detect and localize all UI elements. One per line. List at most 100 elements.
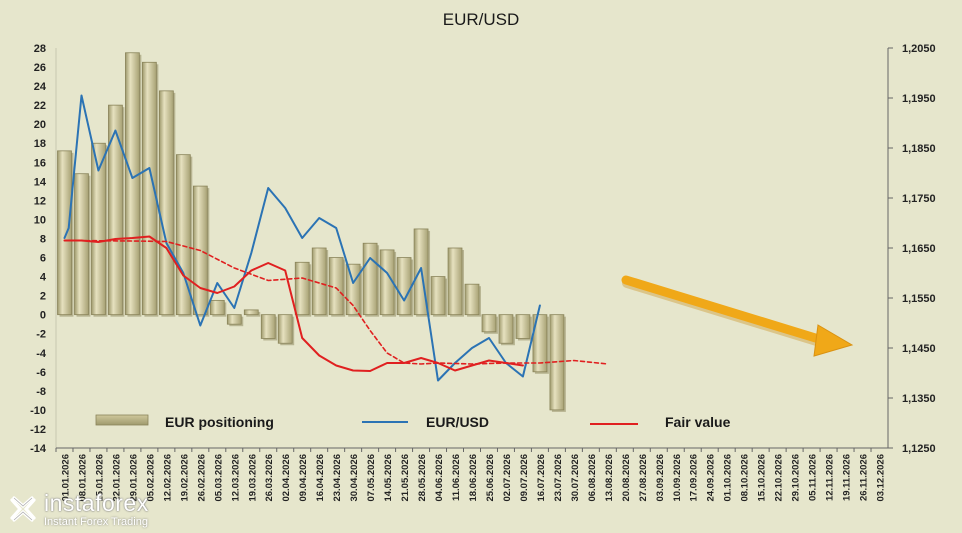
x-tick-label: 02.07.2026 xyxy=(502,454,513,502)
watermark-name: instaforex xyxy=(44,490,149,516)
left-tick-label: 22 xyxy=(34,100,46,112)
x-tick-label: 10.09.2026 xyxy=(672,454,683,502)
x-tick-label: 05.02.2026 xyxy=(145,454,156,502)
x-tick-label: 12.11.2026 xyxy=(825,454,836,501)
bar-eur-positioning xyxy=(430,276,446,316)
right-tick-label: 1,1450 xyxy=(902,343,936,355)
instaforex-logo-icon xyxy=(10,496,36,522)
x-tick-label: 20.08.2026 xyxy=(621,454,632,502)
bar-eur-positioning xyxy=(260,314,276,339)
left-tick-label: 14 xyxy=(34,176,47,188)
left-tick-label: 24 xyxy=(34,81,47,93)
x-tick-label: 04.06.2026 xyxy=(434,454,445,502)
left-tick-label: -4 xyxy=(36,348,47,360)
bar-eur-positioning xyxy=(226,314,242,325)
bar-eur-positioning xyxy=(464,283,480,316)
left-tick-label: -8 xyxy=(36,386,46,398)
x-tick-label: 05.11.2026 xyxy=(808,454,819,501)
bar-eur-positioning xyxy=(142,61,157,316)
bar-eur-positioning xyxy=(515,314,531,339)
arrow-shaft xyxy=(621,275,827,345)
legend-label-eur-positioning: EUR positioning xyxy=(165,414,274,430)
left-tick-label: 2 xyxy=(40,291,46,303)
bar-eur-positioning xyxy=(108,104,123,316)
x-tick-label: 14.05.2026 xyxy=(383,454,394,502)
right-tick-label: 1,1250 xyxy=(902,443,936,455)
x-tick-label: 26.02.2026 xyxy=(196,454,207,502)
bar-eur-positioning xyxy=(125,52,140,316)
watermark-tagline: Instant Forex Trading xyxy=(44,516,148,528)
left-tick-label: 8 xyxy=(40,233,46,245)
x-tick-label: 23.04.2026 xyxy=(332,454,343,502)
x-tick-label: 27.08.2026 xyxy=(638,454,649,502)
watermark-logo: instaforex Instant Forex Trading xyxy=(6,488,196,530)
x-tick-label: 01.10.2026 xyxy=(723,454,734,502)
x-tick-label: 23.07.2026 xyxy=(553,454,564,502)
bar-eur-positioning xyxy=(345,263,361,316)
right-tick-label: 1,1550 xyxy=(902,293,936,305)
bar-eur-positioning xyxy=(277,314,293,344)
bar-eur-positioning xyxy=(498,314,514,344)
legend-label-eurusd: EUR/USD xyxy=(426,414,489,430)
x-tick-label: 08.10.2026 xyxy=(740,454,751,502)
bar-eur-positioning xyxy=(74,173,89,316)
bar-eur-positioning xyxy=(379,249,395,316)
x-tick-label: 13.08.2026 xyxy=(604,454,615,502)
trend-arrow-annotation xyxy=(621,275,854,357)
x-tick-label: 16.04.2026 xyxy=(315,454,326,502)
right-tick-label: 1,1850 xyxy=(902,143,936,155)
x-tick-label: 03.12.2026 xyxy=(876,454,887,502)
bar-eur-positioning xyxy=(447,247,463,316)
legend-swatch-eur-positioning xyxy=(95,414,149,426)
x-tick-label: 09.04.2026 xyxy=(298,454,309,502)
x-tick-label: 17.09.2026 xyxy=(689,454,700,502)
bar-eur-positioning xyxy=(91,142,106,316)
arrow-head-icon xyxy=(813,324,854,357)
x-tick-label: 30.07.2026 xyxy=(570,454,581,502)
bar-eur-positioning xyxy=(396,257,412,316)
left-tick-label: 20 xyxy=(34,119,46,131)
bar-eur-positioning xyxy=(175,154,191,316)
x-tick-label: 18.06.2026 xyxy=(468,454,479,502)
x-tick-label: 02.04.2026 xyxy=(281,454,292,502)
left-tick-label: 4 xyxy=(40,272,47,284)
left-tick-label: 18 xyxy=(34,138,46,150)
x-tick-label: 26.11.2026 xyxy=(859,454,870,501)
x-tick-label: 25.06.2026 xyxy=(485,454,496,502)
right-tick-label: 1,1950 xyxy=(902,93,936,105)
bar-eur-positioning xyxy=(311,247,327,316)
x-tick-label: 01.01.2026 xyxy=(60,454,71,502)
x-tick-label: 19.02.2026 xyxy=(179,454,190,502)
right-tick-label: 1,1350 xyxy=(902,393,936,405)
left-tick-label: -2 xyxy=(36,329,46,341)
left-tick-label: 0 xyxy=(40,310,46,322)
x-tick-label: 26.03.2026 xyxy=(264,454,275,502)
bar-eur-positioning xyxy=(57,150,72,316)
bar-eur-positioning xyxy=(294,261,310,316)
x-tick-label: 22.01.2026 xyxy=(111,454,122,502)
x-tick-label: 19.03.2026 xyxy=(247,454,258,502)
line-series-fair-value xyxy=(63,235,524,372)
bar-eur-positioning xyxy=(209,299,225,316)
right-tick-label: 1,1750 xyxy=(902,193,936,205)
left-tick-label: 16 xyxy=(34,157,46,169)
x-tick-label: 19.11.2026 xyxy=(842,454,853,501)
x-tick-label: 12.03.2026 xyxy=(230,454,241,502)
line-series-eurusd xyxy=(63,94,541,382)
x-tick-label: 05.03.2026 xyxy=(213,454,224,502)
left-tick-label: -12 xyxy=(30,424,46,436)
left-tick-label: -6 xyxy=(36,367,46,379)
x-tick-label: 03.09.2026 xyxy=(655,454,666,502)
left-tick-label: 26 xyxy=(34,62,46,74)
right-tick-label: 1,1650 xyxy=(902,243,936,255)
left-tick-label: 10 xyxy=(34,214,46,226)
x-tick-label: 12.02.2026 xyxy=(162,454,173,502)
x-tick-label: 15.01.2026 xyxy=(94,454,105,502)
right-tick-label: 1,2050 xyxy=(902,43,936,55)
x-tick-label: 28.05.2026 xyxy=(417,454,428,502)
x-tick-label: 21.05.2026 xyxy=(400,454,411,502)
left-tick-label: 6 xyxy=(40,253,46,265)
x-tick-label: 09.07.2026 xyxy=(519,454,530,502)
chart-title: EUR/USD xyxy=(442,10,520,29)
